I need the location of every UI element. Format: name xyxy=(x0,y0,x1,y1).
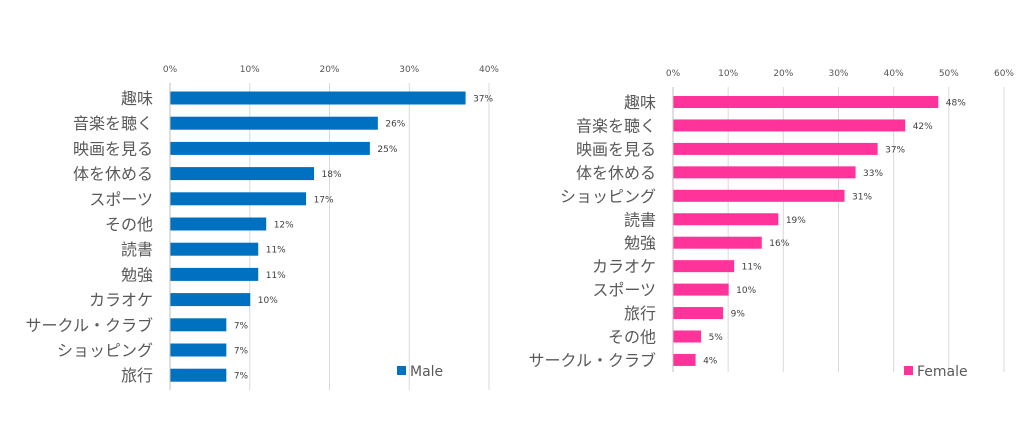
male-value-label: 37% xyxy=(473,95,493,105)
male-category-label: その他 xyxy=(105,215,153,234)
female-tick-label: 0% xyxy=(666,69,681,79)
male-value-label: 25% xyxy=(377,145,397,155)
female-legend-swatch xyxy=(904,366,913,375)
female-legend-label: Female xyxy=(917,364,968,380)
male-value-label: 7% xyxy=(234,321,249,331)
female-category-label: 趣味 xyxy=(624,93,656,112)
male-category-label: カラオケ xyxy=(89,291,153,310)
female-value-label: 4% xyxy=(703,356,718,366)
female-tick-label: 20% xyxy=(773,69,793,79)
male-bar xyxy=(170,217,267,231)
male-category-label: 勉強 xyxy=(121,265,153,284)
female-value-label: 10% xyxy=(736,286,756,296)
male-chart: 0% 10% 20% 30% 40% 趣味 37% 音楽を聴く 26% 映画を見る 25% 体を休める… xyxy=(25,65,499,390)
male-value-label: 17% xyxy=(314,195,334,205)
male-category-label: スポーツ xyxy=(89,190,153,209)
female-bar xyxy=(673,213,779,226)
female-tick-label: 50% xyxy=(939,69,959,79)
female-value-label: 11% xyxy=(742,263,762,273)
female-value-label: 16% xyxy=(769,239,789,249)
male-value-label: 7% xyxy=(234,372,249,382)
female-bar xyxy=(673,236,762,249)
male-category-label: 映画を見る xyxy=(73,139,153,158)
male-tick-label: 0% xyxy=(163,65,178,75)
male-bar xyxy=(170,293,251,307)
male-bar xyxy=(170,167,315,181)
male-category-label: 読書 xyxy=(121,240,153,259)
male-value-label: 18% xyxy=(322,170,342,180)
male-value-label: 12% xyxy=(274,221,294,231)
female-category-label: 映画を見る xyxy=(576,140,656,159)
female-bar xyxy=(673,96,939,108)
female-category-label: サークル・クラブ xyxy=(528,351,656,370)
male-bar xyxy=(170,91,466,105)
male-category-label: 音楽を聴く xyxy=(73,114,153,133)
female-bar xyxy=(673,283,729,296)
male-tick-label: 10% xyxy=(240,65,260,75)
male-category-label: サークル・クラブ xyxy=(25,316,153,335)
male-bar xyxy=(170,141,370,155)
female-category-label: 音楽を聴く xyxy=(576,116,656,135)
male-bar xyxy=(170,267,259,281)
female-category-label: ショッピング xyxy=(560,187,656,206)
male-bar xyxy=(170,343,227,357)
female-category-label: 旅行 xyxy=(624,304,656,323)
female-category-label: その他 xyxy=(608,328,656,347)
male-value-label: 7% xyxy=(234,347,249,357)
male-category-label: 趣味 xyxy=(121,89,153,108)
female-bar xyxy=(673,166,856,179)
female-category-label: カラオケ xyxy=(592,257,656,276)
female-chart: 0% 10% 20% 30% 40% 50% 60% 趣味 48% 音楽を聴く 42% 映画を見る 37… xyxy=(528,69,1014,380)
female-tick-label: 30% xyxy=(828,69,848,79)
female-bar xyxy=(673,119,906,132)
male-legend-label: Male xyxy=(410,364,443,380)
female-value-label: 48% xyxy=(946,99,966,109)
female-value-label: 37% xyxy=(885,145,905,155)
male-bar xyxy=(170,192,307,206)
female-bar xyxy=(673,189,845,202)
female-value-label: 5% xyxy=(709,333,724,343)
male-tick-label: 30% xyxy=(399,65,419,75)
female-value-label: 42% xyxy=(913,122,933,132)
female-bar xyxy=(673,307,724,320)
female-value-label: 33% xyxy=(863,169,883,179)
male-bar xyxy=(170,242,259,256)
male-bar xyxy=(170,318,227,332)
male-bar xyxy=(170,116,378,130)
male-category-label: 体を休める xyxy=(73,165,153,184)
male-category-label: 旅行 xyxy=(121,366,153,385)
female-bar xyxy=(673,353,696,366)
male-tick-label: 40% xyxy=(479,65,499,75)
female-category-label: 体を休める xyxy=(576,163,656,182)
female-value-label: 31% xyxy=(852,192,872,202)
male-value-label: 10% xyxy=(258,296,278,306)
female-bar xyxy=(673,260,735,273)
female-tick-label: 10% xyxy=(718,69,738,79)
female-bar xyxy=(673,330,702,343)
male-value-label: 11% xyxy=(266,246,286,256)
female-value-label: 9% xyxy=(731,310,746,320)
male-value-label: 11% xyxy=(266,271,286,281)
male-tick-label: 20% xyxy=(319,65,339,75)
female-tick-label: 60% xyxy=(994,69,1014,79)
female-category-label: 読書 xyxy=(624,210,656,229)
male-category-label: ショッピング xyxy=(57,341,153,360)
female-tick-label: 40% xyxy=(884,69,904,79)
male-legend-swatch xyxy=(397,366,406,375)
male-value-label: 26% xyxy=(385,120,405,130)
female-category-label: スポーツ xyxy=(592,281,656,300)
female-category-label: 勉強 xyxy=(624,234,656,253)
male-bar xyxy=(170,368,227,382)
female-value-label: 19% xyxy=(786,216,806,226)
female-bar xyxy=(673,142,878,155)
